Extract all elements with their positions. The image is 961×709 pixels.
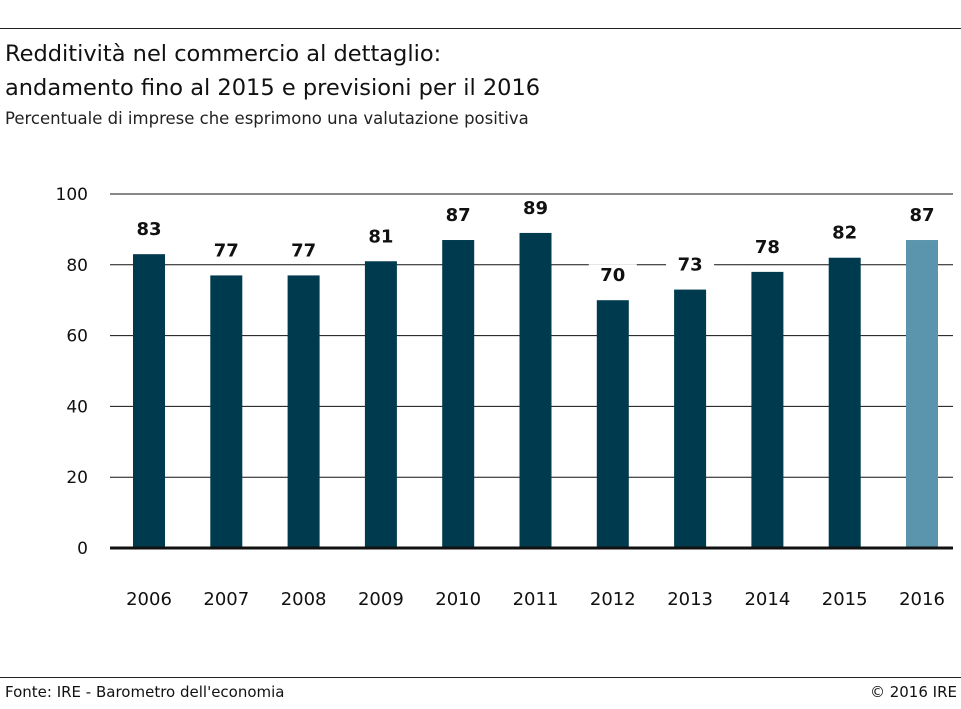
bar-2016 [906,240,938,548]
data-label-2011: 89 [523,198,548,219]
data-label-background-2012 [588,264,637,289]
data-label-2007: 77 [214,240,239,261]
source-note: Fonte: IRE - Barometro dell'economia [5,683,285,701]
data-label-background-2006 [125,218,173,243]
copyright-note: © 2016 IRE [869,683,957,701]
data-label-background-2007 [202,239,251,264]
chart-title: Redditività nel commercio al dettaglio: … [5,37,540,105]
bar-chart: 0 20 40 60 80 100 83 77 77 81 87 89 70 73 78 82 87 2006… [56,185,953,610]
bar-2013 [674,289,707,548]
data-label-2014: 78 [755,237,780,258]
y-tick-label-20: 20 [66,468,88,488]
bar-2011 [519,232,552,548]
y-tick-label-80: 80 [66,256,88,276]
x-tick-label-2009: 2009 [358,589,404,610]
data-label-2012: 70 [600,265,625,286]
x-tick-label-2011: 2011 [513,589,559,610]
y-tick-label-0: 0 [77,539,88,559]
y-tick-label-40: 40 [66,397,88,417]
bar-2007 [210,275,243,548]
x-tick-label-2007: 2007 [203,589,249,610]
bar-2012 [596,300,629,548]
x-tick-label-2016: 2016 [899,589,945,610]
x-tick-label-2014: 2014 [744,589,790,610]
bar-2015 [828,257,861,548]
data-label-background-2014 [743,235,792,260]
y-tick-label-60: 60 [66,327,88,347]
x-tick-label-2010: 2010 [435,589,481,610]
x-tick-label-2012: 2012 [590,589,636,610]
y-tick-label-100: 100 [56,185,88,205]
data-label-2013: 73 [678,255,703,276]
data-label-background-2010 [434,204,483,229]
x-tick-label-2015: 2015 [822,589,868,610]
top-rule [0,28,961,29]
bar-2014 [751,271,784,548]
data-label-2009: 81 [368,226,393,247]
data-label-background-2015 [820,221,869,246]
data-label-background-2008 [279,239,328,264]
chart-title-line-1: Redditività nel commercio al dettaglio: [5,41,442,67]
chart-title-line-2: andamento fino al 2015 e previsioni per … [5,75,541,101]
bars: 83 77 77 81 87 89 70 73 78 82 87 [125,196,946,548]
data-label-2010: 87 [446,205,471,226]
data-label-background-2009 [356,225,405,250]
x-tick-label-2013: 2013 [667,589,713,610]
bar-2009 [364,261,397,548]
data-label-background-2013 [666,253,715,278]
data-label-background-2016 [898,204,946,229]
data-label-2016: 87 [909,205,934,226]
bottom-rule [0,677,961,678]
bar-2006 [133,254,165,548]
data-label-2008: 77 [291,240,316,261]
data-label-2015: 82 [832,223,857,244]
bar-2008 [287,275,320,548]
data-label-background-2011 [511,196,560,221]
x-tick-label-2006: 2006 [126,589,172,610]
data-label-2006: 83 [136,219,161,240]
chart-subtitle: Percentuale di imprese che esprimono una… [5,109,529,128]
y-axis-ticks: 0 20 40 60 80 100 [56,185,88,559]
x-tick-label-2008: 2008 [281,589,327,610]
bar-2010 [442,240,475,548]
x-axis-ticks: 2006 2007 2008 2009 2010 2011 2012 2013 2014 2015… [126,589,945,610]
